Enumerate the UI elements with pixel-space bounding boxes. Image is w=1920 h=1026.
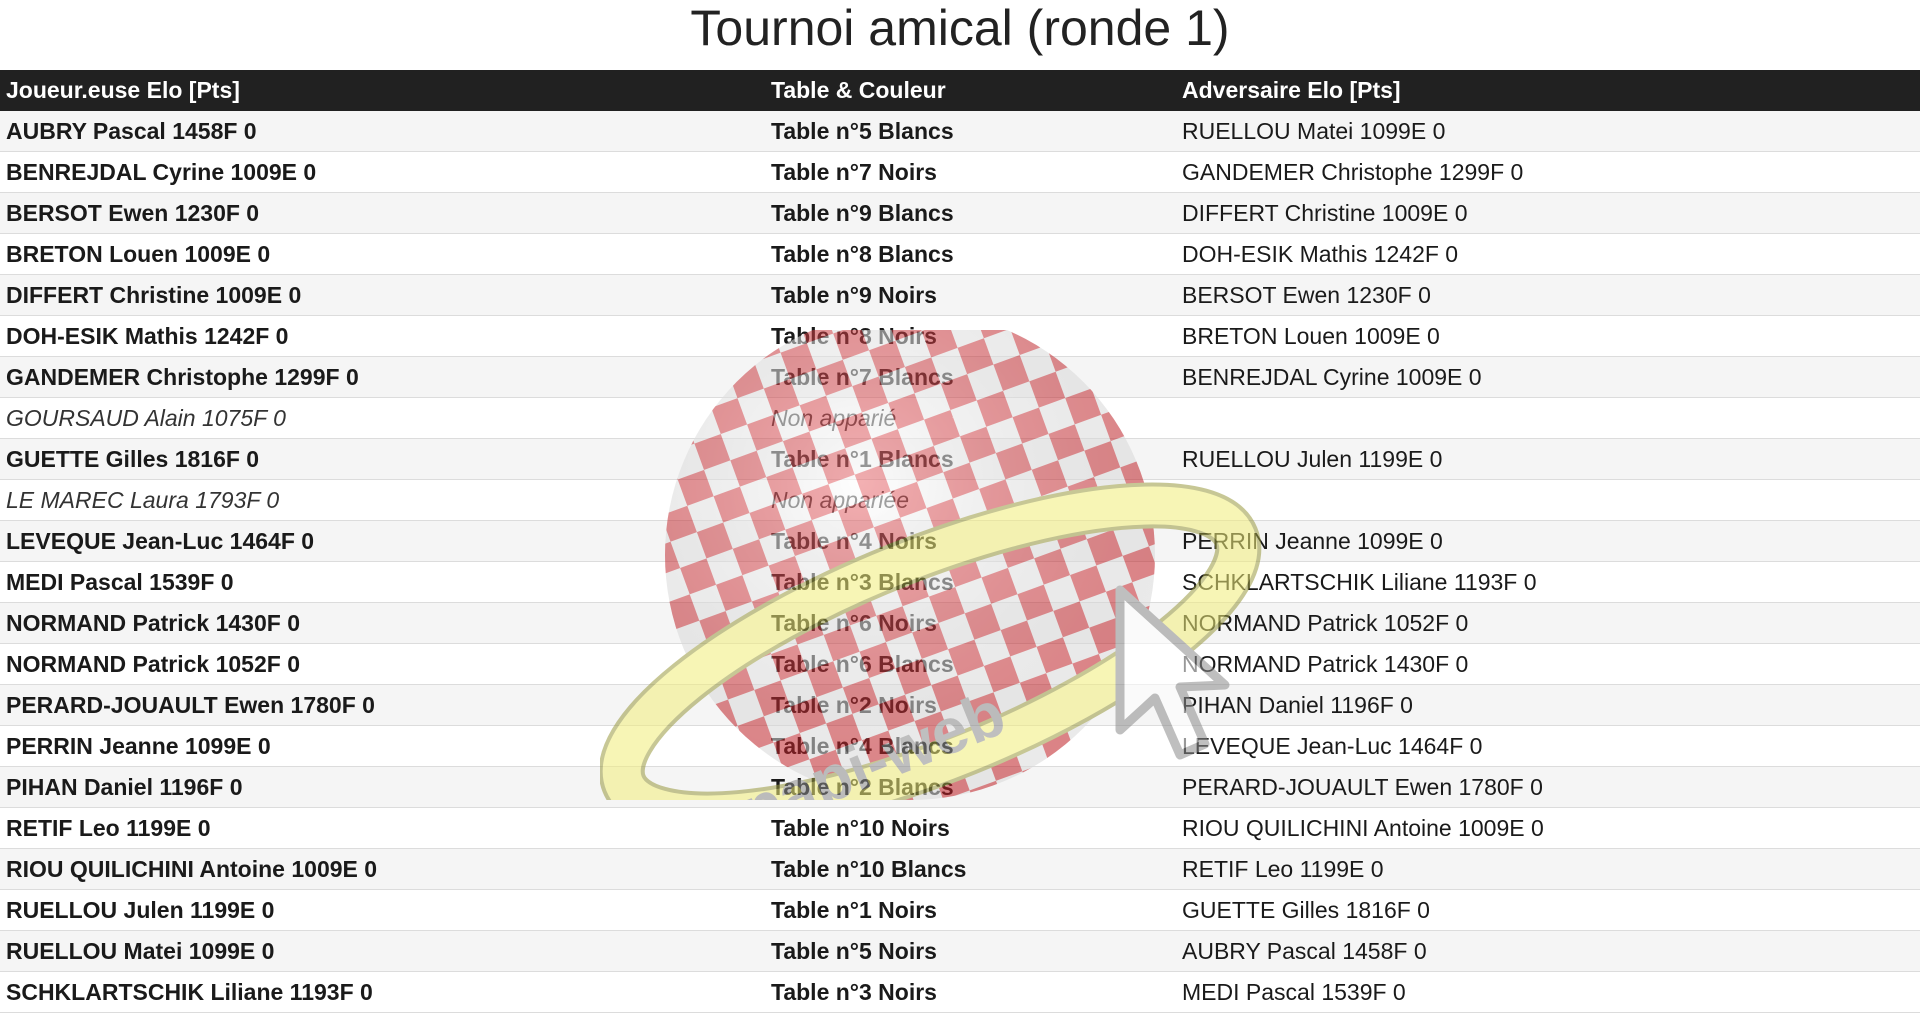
table-header-row: Joueur.euse Elo [Pts] Table & Couleur Ad…	[0, 70, 1920, 111]
player-cell: RETIF Leo 1199E 0	[0, 807, 765, 849]
table-row: DIFFERT Christine 1009E 0 Table n°9 Noirs…	[0, 274, 1920, 316]
player-cell: GOURSAUD Alain 1075F 0	[0, 397, 765, 439]
opponent-cell: SCHKLARTSCHIK Liliane 1193F 0	[1176, 561, 1920, 603]
player-cell: LE MAREC Laura 1793F 0	[0, 479, 765, 521]
table-color-cell: Table n°5 Noirs	[765, 930, 1176, 972]
table-row: RIOU QUILICHINI Antoine 1009E 0 Table n°1…	[0, 848, 1920, 890]
opponent-cell: GANDEMER Christophe 1299F 0	[1176, 151, 1920, 193]
table-row: BRETON Louen 1009E 0 Table n°8 Blancs DOH-…	[0, 233, 1920, 275]
table-color-cell: Table n°10 Noirs	[765, 807, 1176, 849]
table-row: BENREJDAL Cyrine 1009E 0 Table n°7 Noirs G…	[0, 151, 1920, 193]
pairings-table: Joueur.euse Elo [Pts] Table & Couleur Ad…	[0, 70, 1920, 1013]
player-cell: AUBRY Pascal 1458F 0	[0, 111, 765, 152]
table-row: RUELLOU Julen 1199E 0 Table n°1 Noirs GUET…	[0, 889, 1920, 931]
table-color-cell: Table n°6 Blancs	[765, 643, 1176, 685]
opponent-cell: NORMAND Patrick 1052F 0	[1176, 602, 1920, 644]
table-row: GANDEMER Christophe 1299F 0 Table n°7 Bla…	[0, 356, 1920, 398]
player-cell: NORMAND Patrick 1052F 0	[0, 643, 765, 685]
player-cell: BRETON Louen 1009E 0	[0, 233, 765, 275]
table-row: MEDI Pascal 1539F 0 Table n°3 Blancs SCHKL…	[0, 561, 1920, 603]
opponent-cell: NORMAND Patrick 1430F 0	[1176, 643, 1920, 685]
table-color-cell: Table n°8 Noirs	[765, 315, 1176, 357]
player-cell: RUELLOU Matei 1099E 0	[0, 930, 765, 972]
opponent-cell: GUETTE Gilles 1816F 0	[1176, 889, 1920, 931]
table-color-cell: Table n°2 Blancs	[765, 766, 1176, 808]
table-color-cell: Non apparié	[765, 397, 1176, 439]
table-row: GUETTE Gilles 1816F 0 Table n°1 Blancs RUE…	[0, 438, 1920, 480]
table-row: PIHAN Daniel 1196F 0 Table n°2 Blancs PERA…	[0, 766, 1920, 808]
opponent-cell: RETIF Leo 1199E 0	[1176, 848, 1920, 890]
table-color-cell: Table n°9 Noirs	[765, 274, 1176, 316]
table-color-cell: Table n°7 Blancs	[765, 356, 1176, 398]
opponent-cell: MEDI Pascal 1539F 0	[1176, 971, 1920, 1013]
player-cell: PERARD-JOUAULT Ewen 1780F 0	[0, 684, 765, 726]
table-row: GOURSAUD Alain 1075F 0 Non apparié	[0, 397, 1920, 439]
player-cell: PIHAN Daniel 1196F 0	[0, 766, 765, 808]
table-color-cell: Table n°9 Blancs	[765, 192, 1176, 234]
table-color-cell: Table n°4 Blancs	[765, 725, 1176, 767]
player-cell: GANDEMER Christophe 1299F 0	[0, 356, 765, 398]
opponent-cell: DIFFERT Christine 1009E 0	[1176, 192, 1920, 234]
table-color-cell: Table n°6 Noirs	[765, 602, 1176, 644]
opponent-cell: DOH-ESIK Mathis 1242F 0	[1176, 233, 1920, 275]
opponent-cell: LEVEQUE Jean-Luc 1464F 0	[1176, 725, 1920, 767]
opponent-cell: BENREJDAL Cyrine 1009E 0	[1176, 356, 1920, 398]
player-cell: BENREJDAL Cyrine 1009E 0	[0, 151, 765, 193]
opponent-cell: PERRIN Jeanne 1099E 0	[1176, 520, 1920, 562]
table-color-cell: Table n°3 Noirs	[765, 971, 1176, 1013]
player-cell: RIOU QUILICHINI Antoine 1009E 0	[0, 848, 765, 890]
table-row: RETIF Leo 1199E 0 Table n°10 Noirs RIOU QU…	[0, 807, 1920, 849]
table-color-cell: Table n°4 Noirs	[765, 520, 1176, 562]
player-cell: NORMAND Patrick 1430F 0	[0, 602, 765, 644]
table-row: NORMAND Patrick 1052F 0 Table n°6 Blancs N…	[0, 643, 1920, 685]
player-cell: GUETTE Gilles 1816F 0	[0, 438, 765, 480]
table-color-cell: Table n°1 Noirs	[765, 889, 1176, 931]
player-cell: DOH-ESIK Mathis 1242F 0	[0, 315, 765, 357]
table-row: DOH-ESIK Mathis 1242F 0 Table n°8 Noirs BR…	[0, 315, 1920, 357]
table-row: SCHKLARTSCHIK Liliane 1193F 0 Table n°3 N…	[0, 971, 1920, 1013]
table-row: PERRIN Jeanne 1099E 0 Table n°4 Blancs LEV…	[0, 725, 1920, 767]
table-color-cell: Table n°1 Blancs	[765, 438, 1176, 480]
table-color-cell: Table n°3 Blancs	[765, 561, 1176, 603]
opponent-cell: BERSOT Ewen 1230F 0	[1176, 274, 1920, 316]
opponent-cell: RUELLOU Matei 1099E 0	[1176, 111, 1920, 152]
player-cell: PERRIN Jeanne 1099E 0	[0, 725, 765, 767]
column-header-player: Joueur.euse Elo [Pts]	[0, 70, 765, 111]
opponent-cell: PERARD-JOUAULT Ewen 1780F 0	[1176, 766, 1920, 808]
table-color-cell: Table n°10 Blancs	[765, 848, 1176, 890]
table-color-cell: Table n°2 Noirs	[765, 684, 1176, 726]
table-row: PERARD-JOUAULT Ewen 1780F 0 Table n°2 Noi…	[0, 684, 1920, 726]
opponent-cell: PIHAN Daniel 1196F 0	[1176, 684, 1920, 726]
player-cell: MEDI Pascal 1539F 0	[0, 561, 765, 603]
player-cell: RUELLOU Julen 1199E 0	[0, 889, 765, 931]
opponent-cell: RUELLOU Julen 1199E 0	[1176, 438, 1920, 480]
opponent-cell: RIOU QUILICHINI Antoine 1009E 0	[1176, 807, 1920, 849]
opponent-cell	[1176, 397, 1920, 439]
player-cell: BERSOT Ewen 1230F 0	[0, 192, 765, 234]
opponent-cell: AUBRY Pascal 1458F 0	[1176, 930, 1920, 972]
column-header-table-color: Table & Couleur	[765, 70, 1176, 111]
player-cell: LEVEQUE Jean-Luc 1464F 0	[0, 520, 765, 562]
table-color-cell: Table n°8 Blancs	[765, 233, 1176, 275]
page-title: Tournoi amical (ronde 1)	[690, 0, 1230, 56]
opponent-cell: BRETON Louen 1009E 0	[1176, 315, 1920, 357]
table-color-cell: Non appariée	[765, 479, 1176, 521]
table-color-cell: Table n°5 Blancs	[765, 111, 1176, 152]
column-header-opponent: Adversaire Elo [Pts]	[1176, 70, 1920, 111]
table-row: AUBRY Pascal 1458F 0 Table n°5 Blancs RUEL…	[0, 111, 1920, 152]
table-row: RUELLOU Matei 1099E 0 Table n°5 Noirs AUBR…	[0, 930, 1920, 972]
opponent-cell	[1176, 479, 1920, 521]
table-row: LE MAREC Laura 1793F 0 Non appariée	[0, 479, 1920, 521]
table-color-cell: Table n°7 Noirs	[765, 151, 1176, 193]
player-cell: SCHKLARTSCHIK Liliane 1193F 0	[0, 971, 765, 1013]
player-cell: DIFFERT Christine 1009E 0	[0, 274, 765, 316]
table-row: NORMAND Patrick 1430F 0 Table n°6 Noirs NO…	[0, 602, 1920, 644]
table-row: BERSOT Ewen 1230F 0 Table n°9 Blancs DIFFE…	[0, 192, 1920, 234]
table-row: LEVEQUE Jean-Luc 1464F 0 Table n°4 Noirs P…	[0, 520, 1920, 562]
